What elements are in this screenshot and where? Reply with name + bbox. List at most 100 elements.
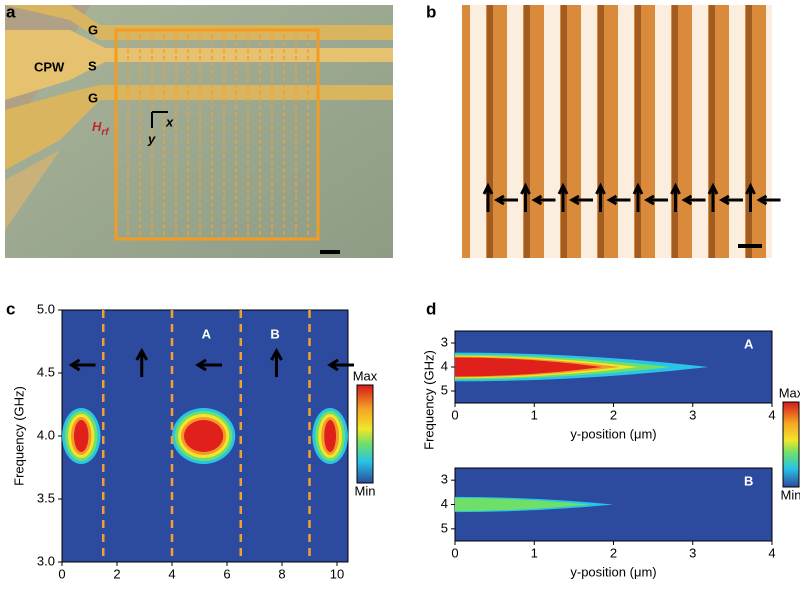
x-axis-label: y-position (μm)	[570, 426, 656, 441]
cpw-label: CPW	[34, 59, 65, 74]
stripe-light	[729, 5, 745, 258]
field-label: Hrf	[92, 119, 110, 137]
stripe-dark	[746, 5, 752, 258]
mode-spot	[184, 420, 224, 452]
moment-arrow	[745, 182, 756, 212]
moment-arrow	[520, 182, 531, 212]
mode-spot	[74, 420, 89, 452]
mfm-image	[462, 5, 789, 258]
stripe-array	[127, 35, 309, 235]
panel-label: a	[6, 2, 16, 21]
line-label: G	[88, 90, 98, 105]
moment-arrow	[482, 182, 494, 212]
modes	[62, 408, 348, 464]
y-axis-label: Frequency (GHz)	[11, 386, 26, 486]
panel-label: b	[426, 2, 436, 21]
field-subscript: rf	[101, 127, 110, 138]
moment-arrow	[632, 182, 644, 212]
moment-arrow	[643, 194, 668, 206]
colorbar	[782, 401, 800, 488]
moment-arrow	[531, 194, 556, 206]
stripe-light	[581, 5, 597, 258]
scale-bar	[320, 250, 340, 254]
moment-arrow	[707, 182, 719, 212]
moment-arrow	[68, 358, 96, 372]
stripe-light	[470, 5, 486, 258]
x-tick-label: 3	[689, 407, 696, 422]
colorbar	[356, 384, 374, 484]
stripe-light	[618, 5, 634, 258]
series-label: B	[744, 473, 753, 488]
moment-arrow	[718, 194, 743, 206]
line-label: G	[88, 22, 98, 37]
x-tick-label: 1	[531, 407, 538, 422]
stripe-dark	[783, 5, 789, 258]
stripe-dark	[709, 5, 715, 258]
panel-label: d	[426, 299, 436, 318]
y-tick-label: 4.5	[37, 364, 55, 379]
panel-label: c	[6, 299, 15, 318]
moment-arrow	[756, 194, 781, 206]
stripe-light	[766, 5, 772, 258]
moment-arrow	[557, 182, 569, 212]
x-tick-label: 4	[168, 566, 175, 581]
moment-arrow	[493, 194, 518, 206]
stripe-dark	[598, 5, 604, 258]
x-tick-label: 2	[610, 407, 617, 422]
annotation: A	[202, 326, 212, 341]
axis-label: x	[165, 114, 174, 129]
signal-line	[5, 30, 393, 100]
x-axis-label: y-position (μm)	[570, 564, 656, 579]
y-tick-label: 5	[441, 382, 448, 397]
colorbar-min: Min	[781, 487, 800, 502]
x-tick-label: 1	[531, 545, 538, 560]
x-tick-label: 4	[768, 407, 775, 422]
stripe-dark	[672, 5, 678, 258]
pad	[5, 150, 60, 230]
mode-spot	[324, 420, 336, 452]
stripe-light	[655, 5, 671, 258]
x-tick-label: 2	[610, 545, 617, 560]
x-tick-label: 6	[223, 566, 230, 581]
y-tick-label: 4	[441, 496, 448, 511]
y-tick-label: 3	[441, 334, 448, 349]
stripe-light	[692, 5, 708, 258]
x-tick-label: 3	[689, 545, 696, 560]
y-tick-label: 4.0	[37, 427, 55, 442]
y-tick-label: 5	[441, 520, 448, 535]
y-tick-label: 5.0	[37, 301, 55, 316]
moment-arrow	[568, 194, 593, 206]
moment-arrow	[606, 194, 631, 206]
moment-arrow	[135, 347, 149, 377]
moment-arrow	[270, 347, 283, 377]
y-tick-label: 3.0	[37, 553, 55, 568]
x-tick-label: 0	[58, 566, 65, 581]
field-symbol: H	[92, 119, 102, 134]
stripe-dark	[487, 5, 493, 258]
y-tick-label: 3.5	[37, 490, 55, 505]
x-tick-label: 4	[768, 545, 775, 560]
mode-band	[455, 357, 603, 377]
axis-label: y	[147, 131, 156, 146]
line-label: S	[88, 58, 97, 73]
stripe-light	[544, 5, 560, 258]
stripe-light	[507, 5, 523, 258]
annotation: B	[270, 326, 279, 341]
y-tick-label: 4	[441, 358, 448, 373]
stripe-dark	[524, 5, 530, 258]
colorbar-max: Max	[779, 385, 800, 400]
moment-arrow	[327, 358, 354, 372]
x-tick-label: 0	[451, 545, 458, 560]
moment-arrow	[670, 182, 681, 212]
array-outline	[114, 28, 320, 241]
colorbar-min: Min	[355, 483, 376, 498]
x-tick-label: 2	[113, 566, 120, 581]
x-tick-label: 8	[278, 566, 285, 581]
micrograph: G S G CPW Hrf x y	[5, 5, 393, 258]
y-tick-label: 3	[441, 472, 448, 487]
moment-arrow	[595, 182, 606, 212]
ground-line	[5, 85, 393, 170]
scale-bar	[738, 244, 762, 248]
x-tick-label: 10	[330, 566, 344, 581]
